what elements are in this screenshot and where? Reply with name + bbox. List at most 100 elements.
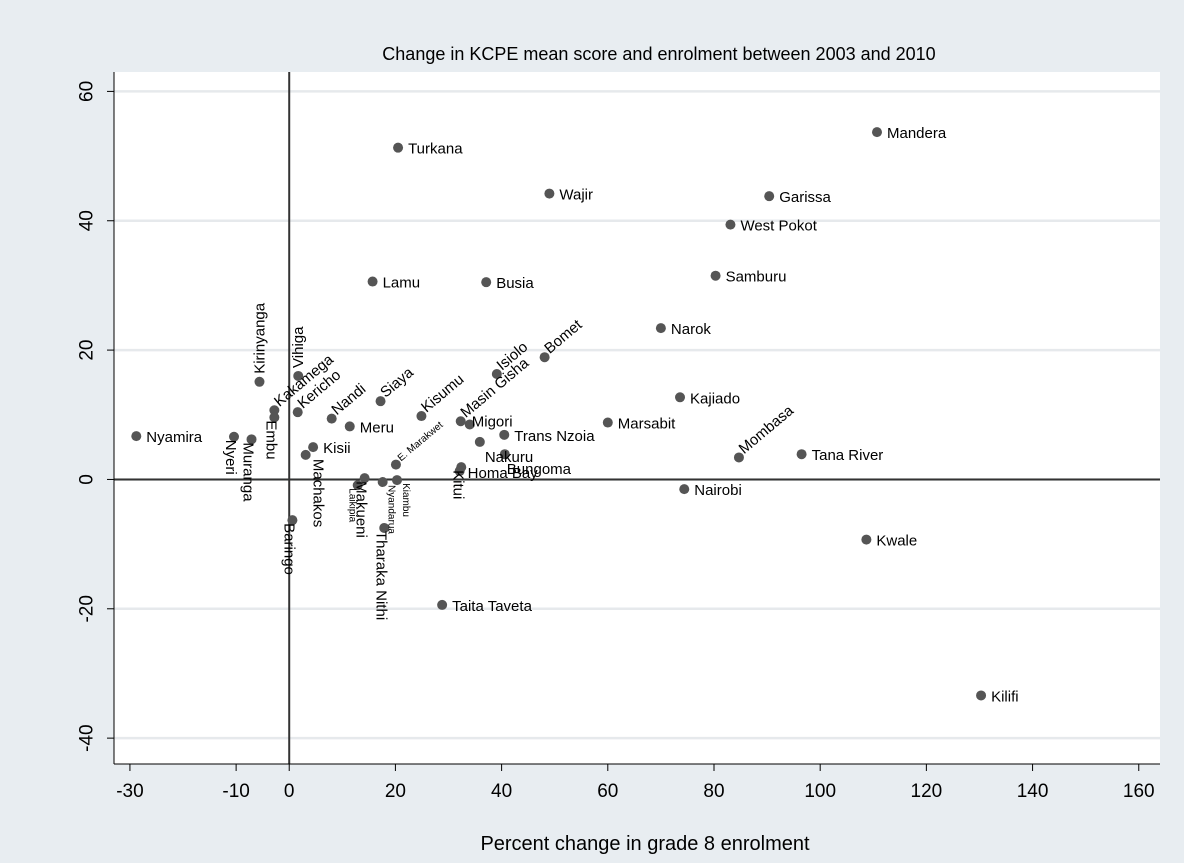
point-lamu [367,276,378,287]
x-tick-label: -30 [116,781,143,802]
y-tick-label: 20 [77,340,98,361]
label-nyamira: Nyamira [146,429,202,446]
point-makueni [359,473,370,484]
x-axis-ticks: -30 -10 0 20 40 60 80 100 120 140 160 [116,764,1155,802]
x-tick-label: 20 [385,781,406,802]
point-kisii [308,442,319,453]
point-samburu [710,270,721,281]
data-points [131,127,987,701]
label-homa-bay: Homa Bay [468,465,539,482]
point-taita-taveta [437,599,448,610]
label-meru: Meru [360,419,394,436]
label-baringo: Baringo [280,523,297,575]
point-kakamega [269,405,280,416]
point-turkana [393,142,404,153]
label-busia: Busia [496,275,534,292]
point-muranga [246,434,257,445]
y-tick-label: 60 [77,81,98,102]
label-nairobi: Nairobi [694,482,742,499]
point-mandera [871,127,882,138]
point-nairobi [679,484,690,495]
point-tana-river [796,449,807,460]
point-nyandarua [377,477,388,488]
x-tick-label: 100 [804,781,836,802]
point-narok [655,323,666,334]
point-homa-bay [454,466,465,477]
axes [113,72,1160,765]
point-meru [344,421,355,432]
point-mombasa [733,452,744,463]
label-bungoma: Bungoma [507,461,572,478]
chart-title: Change in KCPE mean score and enrolment … [382,44,935,64]
x-tick-label: 40 [491,781,512,802]
label-mandera: Mandera [887,125,947,142]
point-nakuru [474,436,485,447]
label-garissa: Garissa [779,189,831,206]
point-kericho [292,407,303,418]
label-kirinyanga: Kirinyanga [251,302,268,374]
point-wajir [544,188,555,199]
x-tick-label: 60 [597,781,618,802]
label-vihiga: Vihiga [290,326,307,368]
point-busia [481,277,492,288]
label-wajir: Wajir [559,187,593,204]
point-isiolo [491,369,502,380]
label-lamu: Lamu [383,275,421,292]
point-vihiga [293,370,304,381]
label-makueni: Makueni [353,481,370,538]
point-kirinyanga [254,376,265,387]
x-tick-label: -10 [222,781,249,802]
label-muranga: Muranga [240,442,257,502]
y-tick-label: 0 [77,474,98,485]
x-tick-label: 0 [284,781,295,802]
label-nakuru: Nakuru [485,449,533,466]
point-kilifi [976,690,987,701]
reference-lines [114,72,1160,764]
point-migori [464,419,475,430]
label-kisii: Kisii [323,440,351,457]
label-trans-nzoia: Trans Nzoia [514,428,595,445]
label-kwale: Kwale [876,533,917,550]
point-bungoma [499,449,510,460]
label-west-pokot: West Pokot [740,218,817,235]
label-embu: Embu [262,420,279,459]
point-garissa [764,191,775,202]
y-tick-label: -20 [77,595,98,622]
x-tick-label: 140 [1017,781,1049,802]
y-tick-label: 40 [77,210,98,231]
label-kitui: Kitui [449,470,466,499]
point-embu [269,412,280,423]
label-marsabit: Marsabit [618,416,676,433]
label-nyandarua: Nyandarua [386,485,397,534]
x-tick-label: 120 [911,781,943,802]
point-marsabit [602,417,613,428]
point-west-pokot [725,219,736,230]
label-narok: Narok [671,321,712,338]
point-baringo [287,515,298,526]
point-nyeri [228,431,239,442]
point-masin-gisha [455,416,466,427]
label-tana-river: Tana River [812,447,884,464]
point-nyamira [131,431,142,442]
label-kiambu: Kiambu [400,483,411,517]
label-taita-taveta: Taita Taveta [452,598,532,615]
point-tharaka-nithi [379,522,390,533]
point-kwale [861,534,872,545]
point-kisumu [416,411,427,422]
y-tick-label: -40 [77,724,98,751]
label-nyeri: Nyeri [222,440,239,475]
x-tick-label: 160 [1123,781,1155,802]
point-kiambu [392,475,403,486]
label-machakos: Machakos [310,459,327,527]
label-migori: Migori [472,413,513,430]
point-machakos [300,449,311,460]
point-kajiado [675,392,686,403]
label-turkana: Turkana [408,141,463,158]
label-laikipia: Laikipia [347,488,358,522]
point-siaya [375,396,386,407]
label-kajiado: Kajiado [690,390,740,407]
point-trans-nzoia [499,429,510,440]
x-axis-label: Percent change in grade 8 enrolment [480,833,810,855]
label-samburu: Samburu [726,269,787,286]
